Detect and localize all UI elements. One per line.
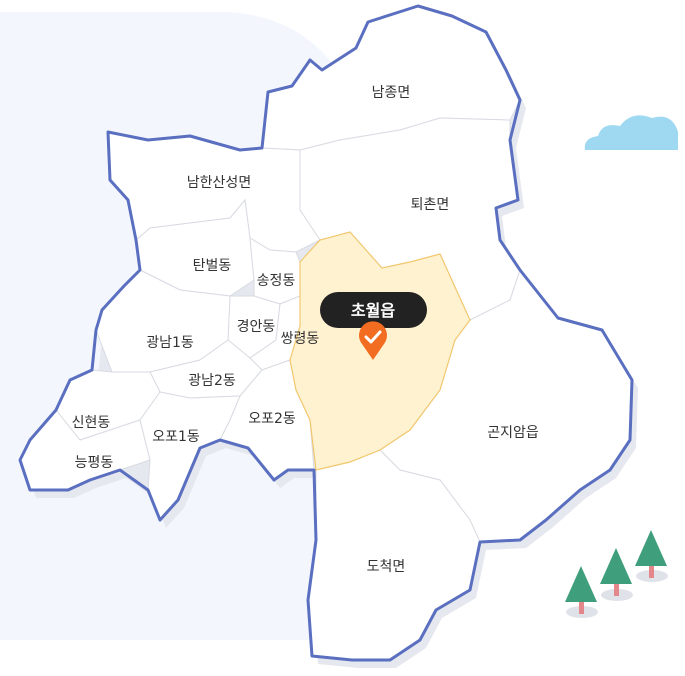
check-pin-icon[interactable] xyxy=(359,321,388,360)
tooltip-background xyxy=(320,292,427,328)
label-ssangnyeong[interactable]: 쌍령동 xyxy=(281,331,320,347)
label-neungpyeong[interactable]: 능평동 xyxy=(75,455,114,471)
label-opo1[interactable]: 오포1동 xyxy=(152,429,200,445)
label-gwangnam2[interactable]: 광남2동 xyxy=(188,373,236,389)
label-toechon[interactable]: 퇴촌면 xyxy=(411,197,450,213)
region-labels: 남종면 남한산성면 퇴촌면 탄벌동 송정동 경안동 쌍령동 광남1동 광남2동 … xyxy=(72,85,539,575)
label-songjeong[interactable]: 송정동 xyxy=(257,273,296,289)
region-chowol[interactable] xyxy=(289,231,471,471)
selected-region-tooltip[interactable]: 초월읍 xyxy=(320,292,427,328)
label-sinhyeon[interactable]: 신현동 xyxy=(72,415,111,431)
label-gyeongan[interactable]: 경안동 xyxy=(237,319,276,335)
label-opo2[interactable]: 오포2동 xyxy=(248,411,296,427)
label-namhansanseong[interactable]: 남한산성면 xyxy=(187,175,251,191)
label-docheok[interactable]: 도척면 xyxy=(367,559,406,575)
districts xyxy=(19,5,633,661)
label-tanbeol[interactable]: 탄벌동 xyxy=(193,258,232,274)
cloud-icon xyxy=(584,115,678,150)
city-outline xyxy=(18,4,634,662)
label-gwangnam1[interactable]: 광남1동 xyxy=(146,335,194,351)
label-namjong[interactable]: 남종면 xyxy=(372,85,411,101)
label-gonjiam[interactable]: 곤지암읍 xyxy=(487,425,539,441)
tooltip-label: 초월읍 xyxy=(351,301,395,320)
trees-decoration xyxy=(565,530,668,618)
